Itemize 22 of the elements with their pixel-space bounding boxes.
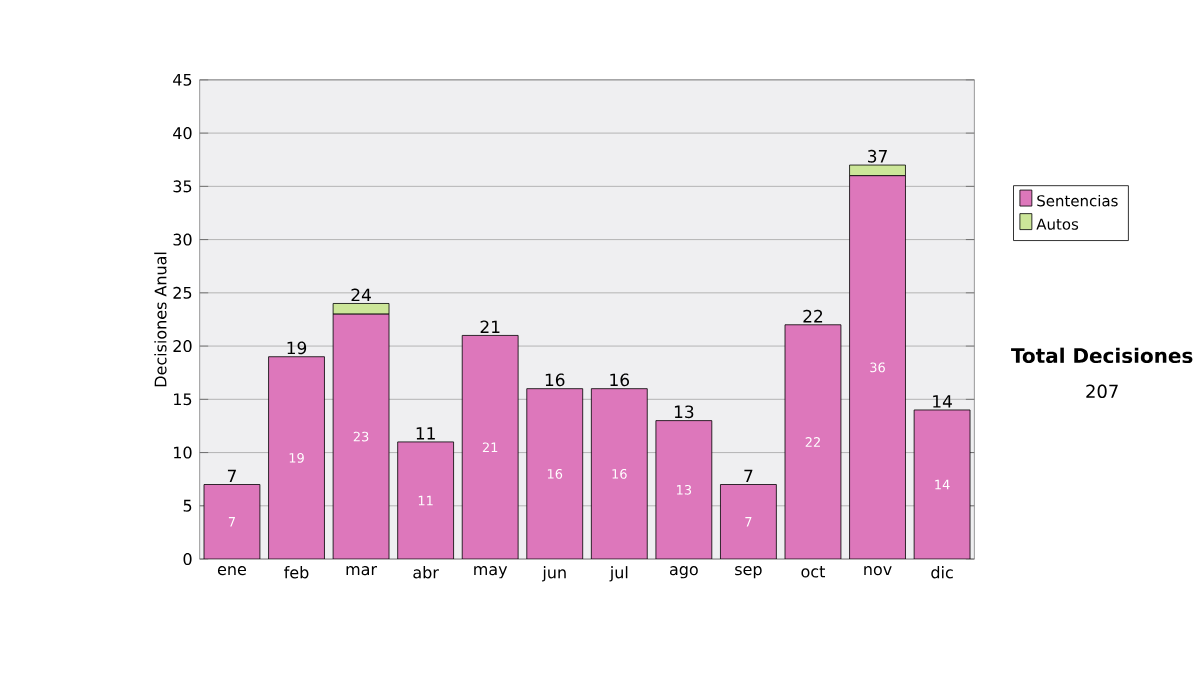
total-label: 16 — [545, 373, 565, 386]
bar — [526, 387, 584, 559]
bar — [784, 323, 842, 559]
total-label: 13 — [674, 404, 694, 418]
bar — [655, 419, 713, 559]
total-label: 16 — [610, 373, 630, 386]
bar — [590, 387, 648, 559]
bar — [461, 334, 519, 559]
bar — [720, 483, 777, 559]
total-label: 19 — [287, 341, 307, 354]
text: 207 — [1086, 384, 1118, 398]
total-label: 24 — [351, 288, 371, 301]
text: Total Decisiones — [1011, 347, 1193, 363]
total-label: 7 — [744, 469, 753, 482]
total-label: 14 — [933, 394, 952, 408]
bar — [268, 355, 325, 559]
total-label: 21 — [480, 320, 500, 333]
total-label: 22 — [803, 309, 823, 322]
bar — [397, 441, 454, 559]
total-label: 37 — [868, 149, 887, 163]
total-label: 11 — [416, 426, 435, 440]
total-label: 7 — [227, 469, 236, 482]
